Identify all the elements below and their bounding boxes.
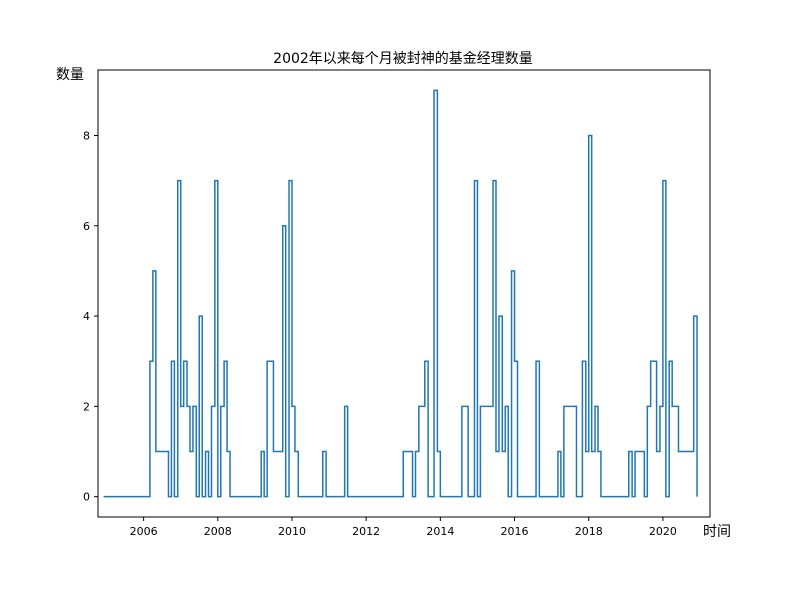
- x-tick-label: 2006: [130, 525, 158, 538]
- x-tick-label: 2012: [352, 525, 380, 538]
- series-line-0: [103, 89, 698, 498]
- y-axis-label: 数量: [56, 67, 84, 83]
- y-tick-label: 0: [83, 491, 90, 504]
- y-tick-label: 6: [83, 220, 90, 233]
- plot-area: 2006 2008 2010 2012 2014 2016 2018 2020 0 2 4 6 8: [83, 69, 711, 538]
- x-tick-label: 2010: [278, 525, 306, 538]
- x-tick-label: 2018: [575, 525, 603, 538]
- y-tick-label: 4: [83, 310, 90, 323]
- x-tick-label: 2008: [204, 525, 232, 538]
- x-tick-label: 2014: [426, 525, 454, 538]
- y-tick-label: 2: [83, 400, 90, 413]
- x-tick-label: 2020: [649, 525, 677, 538]
- x-axis-label: 时间: [703, 524, 731, 540]
- y-tick-label: 8: [83, 129, 90, 142]
- axes-frame: [97, 69, 711, 518]
- chart-title: 2002年以来每个月被封神的基金经理数量: [273, 50, 533, 67]
- x-tick-label: 2016: [501, 525, 529, 538]
